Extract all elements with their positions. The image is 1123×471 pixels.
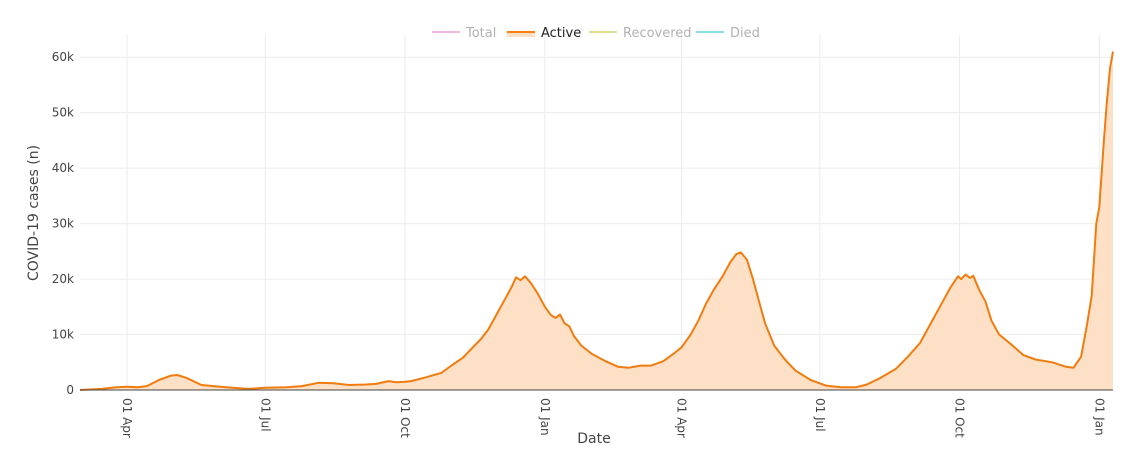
legend-swatch-fill [507,33,535,37]
x-tick-label: 01 Jan [538,398,552,436]
x-tick-label: 01 Oct [953,398,967,438]
axes: 0 10k 20k 30k 40k 50k 60k 01 Apr 01 Jul 01 Oct 01 … [52,50,1113,438]
x-tick-label: 01 Oct [398,398,412,438]
series-active-area [79,51,1114,391]
legend-label: Active [541,26,581,41]
series-line-active [79,51,1114,391]
legend-item-active[interactable]: Active [507,26,581,41]
y-tick-label: 0 [66,383,74,397]
legend-item-recovered[interactable]: Recovered [589,26,692,41]
x-tick-label: 01 Apr [675,398,689,438]
y-tick-label: 20k [52,272,74,286]
legend-item-died[interactable]: Died [696,26,760,41]
legend-label: Total [465,26,496,41]
y-axis-title: COVID-19 cases (n) [26,145,42,281]
legend-label: Recovered [623,26,692,41]
legend-item-total[interactable]: Total [432,26,496,41]
x-tick-label: 01 Apr [120,398,134,438]
y-tick-label: 30k [52,217,74,231]
x-tick-label: 01 Jul [258,398,272,432]
y-tick-label: 50k [52,106,74,120]
y-tick-label: 10k [52,328,74,342]
series-fill-active [80,51,1113,390]
y-tick-label: 60k [52,50,74,64]
x-tick-label: 01 Jan [1092,398,1106,436]
legend: Total Active Recovered Died [432,26,760,41]
legend-label: Died [730,26,760,41]
x-axis-title: Date [577,431,610,447]
x-tick-label: 01 Jul [813,398,827,432]
y-tick-label: 40k [52,161,74,175]
